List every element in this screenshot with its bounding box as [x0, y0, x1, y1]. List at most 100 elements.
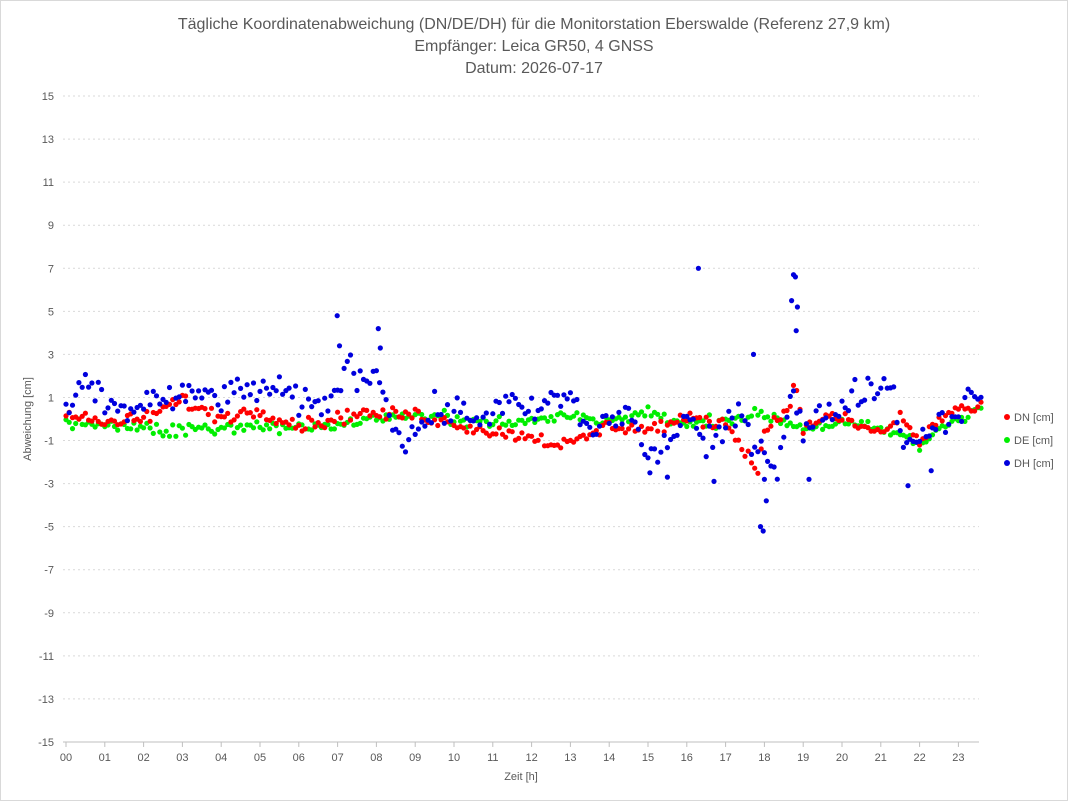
point-dh [845, 408, 852, 414]
x-tick-label: 03 [176, 752, 188, 764]
point-de [512, 422, 518, 428]
point-dh [95, 379, 101, 385]
point-dh [729, 415, 735, 421]
point-dh [658, 449, 664, 455]
point-dh [765, 458, 771, 464]
point-de [758, 408, 764, 414]
point-dn [461, 425, 467, 431]
point-dh [593, 431, 599, 437]
point-dh [871, 396, 877, 402]
point-dn [493, 431, 499, 437]
point-dh [428, 420, 434, 426]
point-dh-outlier [336, 343, 343, 349]
point-dh [852, 376, 858, 383]
point-dh [170, 406, 176, 412]
point-dh [183, 398, 189, 405]
point-dn [357, 410, 363, 417]
point-de [503, 422, 509, 428]
point-dh [474, 415, 480, 421]
point-dh [826, 401, 832, 407]
point-dh [480, 414, 486, 420]
point-dh [839, 398, 845, 404]
y-tick-label: -7 [44, 565, 54, 577]
point-dh [487, 421, 493, 427]
point-dn [247, 410, 253, 416]
point-dh [166, 384, 173, 391]
point-de [309, 427, 315, 433]
point-dn [399, 415, 405, 421]
point-dh [917, 438, 923, 444]
point-dh [393, 426, 399, 432]
point-dh [755, 449, 761, 455]
point-dh [664, 445, 671, 451]
point-dh [438, 411, 444, 418]
point-dh [716, 424, 722, 430]
point-dh [432, 388, 438, 394]
point-dn [141, 414, 147, 420]
point-dn [739, 446, 745, 453]
point-dn [687, 410, 693, 416]
point-dn [370, 409, 376, 415]
point-dh [273, 388, 279, 394]
point-dn [790, 382, 797, 388]
point-dn [335, 409, 341, 415]
point-de [170, 422, 176, 428]
point-dn [703, 414, 709, 420]
point-dn [302, 426, 308, 432]
point-dn [939, 418, 945, 424]
point-dh [742, 418, 748, 424]
point-dh [102, 410, 108, 416]
point-dh [881, 376, 887, 382]
point-dn [286, 422, 292, 428]
point-de [820, 426, 826, 432]
point-dh [247, 392, 253, 398]
point-dn [296, 422, 302, 428]
point-dh [267, 391, 273, 397]
point-dh [968, 389, 974, 395]
point-dh [619, 421, 625, 427]
point-dh-outlier [928, 468, 934, 474]
point-dh [606, 420, 612, 426]
legend-item-de: DE [cm] [1004, 435, 1053, 447]
point-dh [299, 404, 305, 410]
y-tick-label: 9 [48, 220, 54, 232]
point-dh [661, 432, 667, 438]
point-dh [781, 434, 787, 440]
x-tick-labels: 00 01 02 03 04 05 06 07 08 09 10 11 12 13 14 15 16 17 18 19… [60, 752, 965, 764]
point-dh [241, 394, 247, 400]
point-dh [76, 380, 82, 386]
point-de [267, 426, 273, 432]
point-dh [347, 352, 354, 358]
point-dh-outlier [377, 345, 383, 351]
point-dh [412, 431, 418, 437]
point-de [655, 411, 661, 417]
y-tick-label: 5 [48, 306, 54, 318]
point-dh [305, 396, 312, 402]
point-dn [800, 430, 806, 436]
point-dh [179, 382, 185, 388]
point-de [590, 416, 596, 422]
point-dh [703, 454, 709, 460]
point-dh [192, 395, 198, 401]
point-dn [79, 413, 85, 419]
point-dn [257, 412, 263, 419]
point-dh [86, 384, 92, 390]
point-de [522, 420, 528, 427]
point-de [454, 414, 460, 420]
point-dh [296, 412, 302, 418]
x-tick-label: 17 [719, 752, 731, 764]
x-tick-label: 12 [525, 752, 537, 764]
point-de [160, 433, 166, 439]
point-dh [965, 386, 971, 392]
point-dh [561, 392, 567, 398]
x-tick-label: 09 [409, 752, 421, 764]
point-dh-outlier [905, 483, 911, 489]
point-dn [626, 426, 632, 432]
point-dh [616, 409, 622, 415]
point-dh [545, 400, 551, 406]
point-dn [865, 425, 871, 431]
point-dh [655, 459, 661, 465]
x-tick-label: 13 [564, 752, 576, 764]
point-dn [648, 426, 654, 432]
point-de [331, 426, 337, 432]
